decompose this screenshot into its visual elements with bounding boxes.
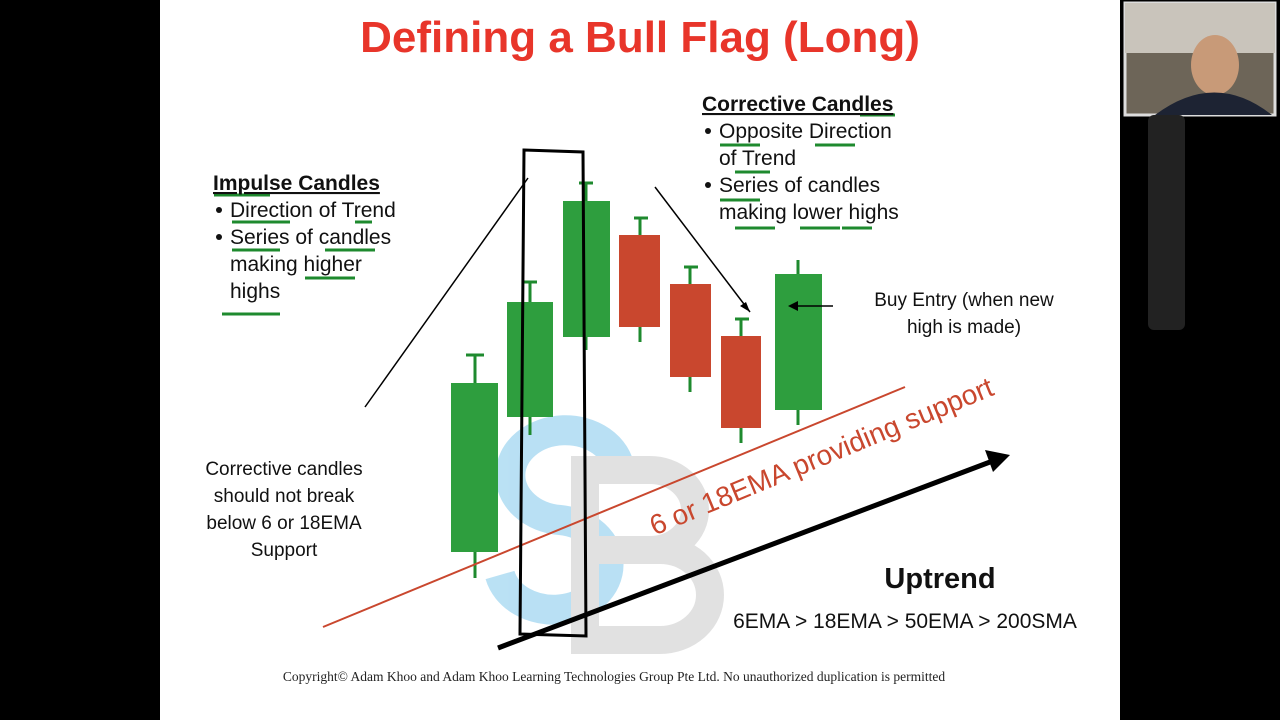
face: [1191, 35, 1239, 95]
bullet-line: of Trend: [719, 147, 796, 170]
buy-entry: high is made): [907, 317, 1021, 338]
bullet-line: making lower highs: [719, 201, 899, 224]
buy-entry: Buy Entry (when new: [874, 290, 1054, 311]
heading: Impulse Candles: [213, 172, 380, 195]
candle: [619, 235, 660, 327]
arrow-head: [740, 302, 750, 312]
bullet-line: Opposite Direction: [719, 120, 892, 143]
bullet-line: Series of candles: [230, 226, 391, 249]
bullet-dot: [705, 182, 711, 188]
trend-arrow: [497, 459, 991, 651]
arrow-head: [788, 301, 798, 311]
ema-order: 6EMA > 18EMA > 50EMA > 200SMA: [733, 610, 1077, 633]
candle: [721, 336, 761, 428]
hand-drawn-box: [518, 148, 588, 638]
corrective-note: below 6 or 18EMA: [206, 513, 362, 534]
arrow: [364, 177, 529, 408]
heading: Corrective Candles: [702, 93, 893, 116]
candle: [451, 383, 498, 552]
bullet-line: Direction of Trend: [230, 199, 396, 222]
candles: [451, 181, 822, 578]
candle: [775, 274, 822, 410]
arrow: [654, 186, 751, 313]
bullet-dot: [216, 234, 222, 240]
candle: [507, 302, 553, 417]
bullet-line: making higher: [230, 253, 362, 276]
copyright: Copyright© Adam Khoo and Adam Khoo Learn…: [283, 669, 945, 684]
bullet-dot: [216, 207, 222, 213]
candle: [563, 201, 610, 337]
bullet-line: Series of candles: [719, 174, 880, 197]
toolbar[interactable]: [1148, 115, 1185, 330]
arrow-head: [985, 450, 1010, 472]
slide: [160, 0, 1120, 720]
watermark: [485, 415, 724, 654]
annotations: [214, 113, 895, 316]
shoulders: [1155, 92, 1272, 115]
uptrend: Uptrend: [884, 563, 995, 595]
ema-line: [322, 386, 906, 628]
corrective-note: should not break: [214, 486, 355, 507]
candle: [670, 284, 711, 377]
corrective-note: Corrective candles: [205, 459, 362, 480]
title: Defining a Bull Flag (Long): [360, 13, 920, 62]
bullet-dot: [705, 128, 711, 134]
bullet-line: highs: [230, 280, 280, 303]
corrective-note: Support: [251, 540, 318, 561]
